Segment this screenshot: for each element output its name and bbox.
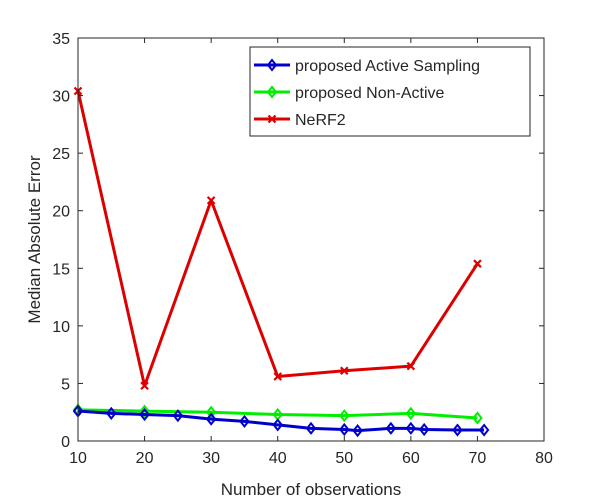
data-point bbox=[339, 422, 350, 437]
data-point bbox=[205, 405, 217, 419]
marker-x-stroke bbox=[406, 361, 416, 371]
data-point bbox=[305, 421, 317, 435]
legend-swatch-marker bbox=[267, 114, 277, 124]
legend-box bbox=[249, 46, 531, 137]
series-nerf2 bbox=[73, 86, 482, 391]
marker-x-stroke bbox=[340, 366, 349, 376]
y-tick-label: 25 bbox=[52, 146, 70, 163]
data-point bbox=[406, 361, 416, 371]
data-point bbox=[478, 423, 490, 437]
marker-x-stroke bbox=[140, 381, 149, 391]
data-point bbox=[139, 404, 150, 418]
legend-label: proposed Non-Active bbox=[295, 85, 445, 102]
legend-swatch-marker bbox=[266, 58, 278, 72]
data-point bbox=[452, 423, 463, 437]
data-point bbox=[352, 424, 363, 438]
y-tick-label: 30 bbox=[52, 89, 70, 106]
marker-x-stroke bbox=[473, 259, 482, 268]
legend: proposed Active Sampling proposed Non-Act… bbox=[249, 46, 531, 137]
data-point bbox=[340, 366, 349, 376]
legend-swatch-marker bbox=[266, 85, 278, 99]
legend-item: proposed Non-Active bbox=[254, 85, 445, 102]
legend-label: NeRF2 bbox=[295, 112, 346, 129]
marker-x-stroke bbox=[206, 196, 216, 205]
x-tick-label: 60 bbox=[402, 450, 420, 467]
data-point bbox=[206, 196, 216, 205]
axes-box bbox=[77, 37, 545, 442]
data-point bbox=[239, 414, 250, 429]
y-tick-label: 5 bbox=[61, 376, 70, 393]
x-tick-label: 80 bbox=[535, 450, 553, 467]
data-point bbox=[405, 406, 417, 420]
data-point bbox=[172, 409, 184, 423]
x-axis-label: Number of observations bbox=[221, 480, 401, 499]
data-point bbox=[273, 372, 282, 381]
data-point bbox=[405, 421, 417, 435]
legend-item: NeRF2 bbox=[254, 112, 346, 129]
y-tick-label: 35 bbox=[52, 31, 70, 48]
data-point bbox=[473, 259, 482, 268]
data-point bbox=[472, 411, 483, 425]
y-tick-label: 0 bbox=[61, 434, 70, 451]
x-tick-label: 70 bbox=[469, 450, 487, 467]
data-point bbox=[139, 407, 150, 422]
data-point bbox=[418, 422, 430, 437]
y-tick-label: 20 bbox=[52, 204, 70, 221]
data-point bbox=[339, 409, 350, 423]
legend-label: proposed Active Sampling bbox=[295, 58, 480, 75]
y-tick-label: 15 bbox=[52, 261, 70, 278]
data-point bbox=[106, 406, 117, 420]
data-point bbox=[385, 421, 397, 435]
marker-x-stroke bbox=[273, 372, 282, 381]
y-tick-label: 10 bbox=[52, 319, 70, 336]
x-tick-label: 10 bbox=[69, 450, 87, 467]
legend-item: proposed Active Sampling bbox=[254, 58, 480, 75]
x-tick-label: 40 bbox=[269, 450, 287, 467]
x-tick-label: 20 bbox=[136, 450, 154, 467]
x-tick-label: 50 bbox=[335, 450, 353, 467]
axis-ticks: 10 20 30 40 50 60 70 80 0 5 10 15 20 25 30 35 bbox=[52, 31, 553, 467]
data-point bbox=[205, 412, 217, 426]
x-tick-label: 30 bbox=[202, 450, 220, 467]
data-point bbox=[140, 381, 149, 391]
y-axis-label: Median Absolute Error bbox=[25, 155, 44, 324]
marker-x-stroke bbox=[267, 114, 277, 124]
data-point bbox=[272, 418, 283, 432]
plot-marks bbox=[72, 86, 490, 438]
